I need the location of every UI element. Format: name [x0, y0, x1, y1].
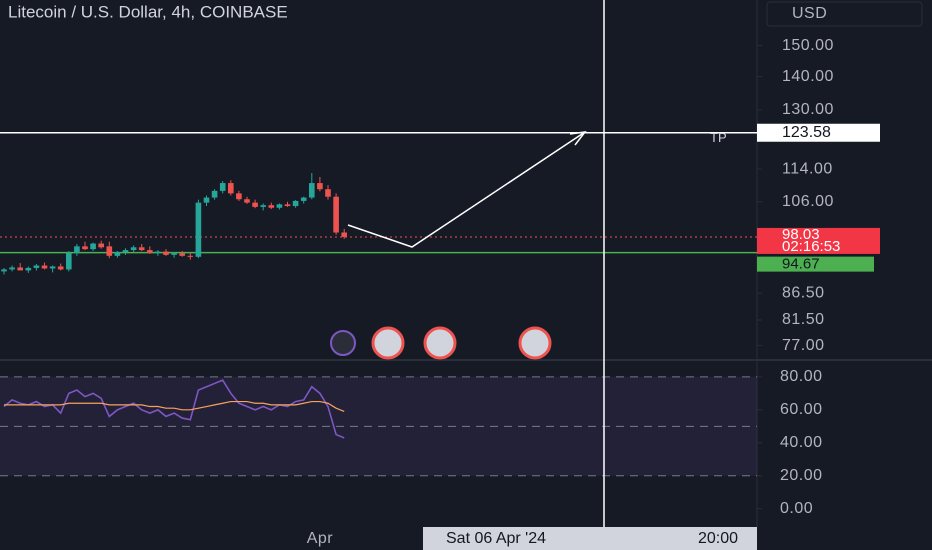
candle-body — [219, 183, 226, 191]
candle-body — [325, 189, 331, 197]
last-price: 98.03 — [782, 226, 820, 243]
candle-body — [187, 255, 194, 257]
candle-body — [276, 204, 283, 208]
candle-body — [195, 202, 202, 257]
rsi-line — [3, 379, 345, 439]
candle-body — [228, 183, 234, 194]
candle-body — [90, 243, 96, 250]
y-tick-label: 150.00 — [782, 37, 834, 54]
candle-body — [33, 265, 40, 268]
candle-body — [179, 253, 185, 256]
candle-body — [155, 251, 161, 253]
candle-body — [284, 204, 291, 207]
chart-title: Litecoin / U.S. Dollar, 4h, COINBASE — [8, 2, 288, 21]
candle-body — [57, 266, 64, 270]
candle-body — [292, 200, 299, 207]
candle-body — [41, 265, 48, 269]
y-tick-label: 130.00 — [782, 101, 834, 118]
y-tick-label: 114.00 — [782, 160, 833, 177]
take-profit-price: 123.58 — [782, 124, 831, 141]
y-tick-label: 80.00 — [780, 368, 823, 385]
candle-body — [317, 183, 323, 190]
projection-arrow — [347, 131, 586, 248]
event-icon — [423, 326, 457, 360]
candle-body — [163, 251, 169, 255]
rsi-line — [4, 400, 345, 413]
y-tick-label: 81.50 — [782, 311, 825, 328]
y-tick-label: 140.00 — [782, 68, 834, 85]
candle-body — [114, 252, 121, 256]
candle-body — [9, 267, 15, 270]
y-tick-label: 60.00 — [780, 401, 823, 418]
take-profit-price-box — [757, 123, 880, 142]
y-tick-label: 20.00 — [780, 467, 823, 484]
candle-body — [268, 205, 275, 208]
candle-body — [203, 197, 210, 203]
candle-body — [49, 266, 56, 269]
y-tick-label: 0.00 — [780, 500, 813, 517]
currency[interactable]: USD — [792, 5, 827, 22]
candle-body — [82, 246, 88, 250]
candle-body — [74, 246, 80, 253]
candle-body — [260, 205, 266, 207]
last-price-box — [757, 227, 880, 254]
candle-body — [211, 190, 218, 198]
crosshair-date: Sat 06 Apr '24 — [446, 530, 546, 547]
candle-body — [106, 246, 113, 256]
candle-body — [17, 267, 23, 271]
crosshair-time-box — [423, 527, 757, 550]
currency-button[interactable] — [766, 1, 923, 27]
candle-body — [300, 197, 307, 201]
candle-body — [236, 193, 242, 200]
event-icon — [371, 326, 405, 360]
candle-body — [25, 267, 32, 271]
candle-body — [138, 247, 145, 251]
event-icons — [330, 326, 552, 360]
candle-body — [147, 250, 153, 253]
event-icon — [518, 326, 552, 360]
support-price-box — [757, 256, 874, 272]
x-tick-label: Apr — [307, 530, 334, 547]
candle-body — [333, 196, 339, 233]
countdown: 02:16:53 — [782, 238, 840, 255]
candle-body — [341, 232, 347, 237]
y-tick-label: 86.50 — [782, 284, 825, 301]
candle-body — [98, 243, 104, 248]
arrow-head — [569, 131, 587, 146]
candle-body — [309, 183, 315, 198]
crosshair-time: 20:00 — [698, 530, 738, 547]
candle-body — [122, 250, 129, 253]
candle-body — [171, 253, 177, 255]
candle-body — [66, 252, 72, 270]
candle-body — [244, 199, 250, 203]
candle-body — [1, 269, 7, 272]
event-icon — [330, 330, 356, 356]
y-tick-label: 77.00 — [782, 337, 825, 354]
y-tick-label: 106.00 — [782, 193, 834, 210]
candle-body — [252, 202, 258, 207]
support-price: 94.67 — [782, 256, 820, 273]
y-tick-label: 40.00 — [780, 434, 823, 451]
take-profit-label: TP — [710, 130, 727, 145]
candle-body — [130, 247, 137, 251]
